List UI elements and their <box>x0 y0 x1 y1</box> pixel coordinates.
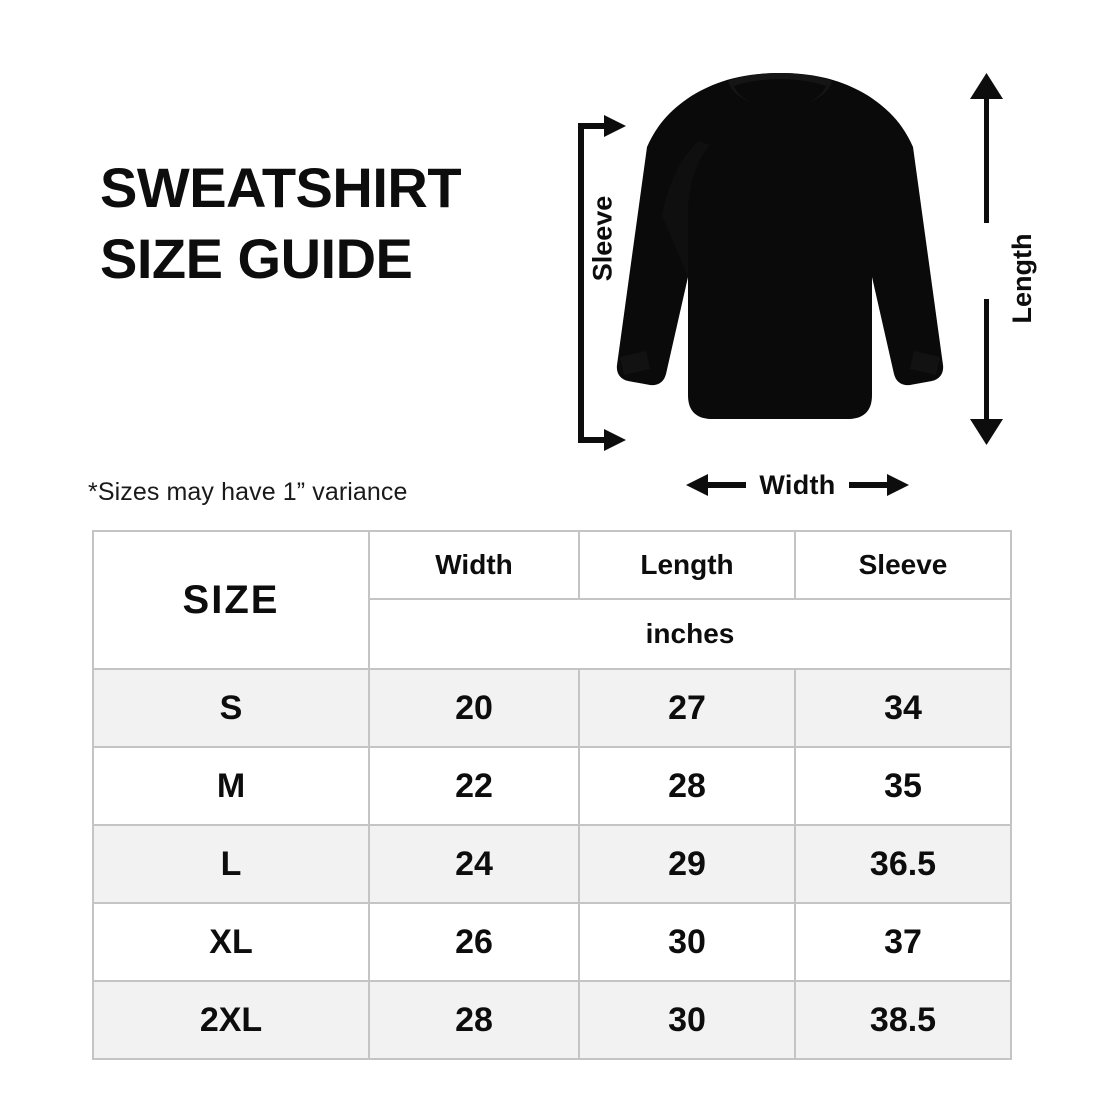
length-measurement-indicator <box>970 73 1003 445</box>
cell-sleeve: 34 <box>794 668 1012 748</box>
page-title: SWEATSHIRT SIZE GUIDE <box>100 152 570 294</box>
cell-width: 26 <box>368 902 580 982</box>
width-measurement-label: Width <box>759 469 836 500</box>
table-unit-row: inches <box>93 598 1012 670</box>
cell-length: 30 <box>578 980 796 1060</box>
size-chart-table: SIZE Width Length Sleeve inches S 20 27 … <box>92 530 1012 1060</box>
cell-size: S <box>92 668 370 748</box>
table-row: L 24 29 36.5 <box>92 824 1012 904</box>
cell-width: 22 <box>368 746 580 826</box>
cell-size: M <box>92 746 370 826</box>
header-unit: inches <box>368 598 1012 670</box>
sleeve-measurement-label: Sleeve <box>587 195 618 282</box>
cell-size: XL <box>92 902 370 982</box>
cell-size: L <box>92 824 370 904</box>
cell-sleeve: 35 <box>794 746 1012 826</box>
variance-note: *Sizes may have 1” variance <box>88 478 408 506</box>
arrow-right-icon <box>848 474 909 496</box>
table-row: 2XL 28 30 38.5 <box>92 980 1012 1060</box>
cell-sleeve: 38.5 <box>794 980 1012 1060</box>
cell-length: 28 <box>578 746 796 826</box>
table-row: M 22 28 35 <box>92 746 1012 826</box>
width-measurement-indicator: Width <box>655 460 940 510</box>
cell-length: 29 <box>578 824 796 904</box>
arrow-left-icon <box>686 474 747 496</box>
header-size: SIZE <box>92 530 370 670</box>
table-row: S 20 27 34 <box>92 668 1012 748</box>
table-row: XL 26 30 37 <box>92 902 1012 982</box>
sleeve-measurement-indicator <box>578 115 626 451</box>
cell-width: 20 <box>368 668 580 748</box>
cell-size: 2XL <box>92 980 370 1060</box>
header-sleeve: Sleeve <box>794 530 1012 600</box>
page-title-line-2: SIZE GUIDE <box>100 227 413 291</box>
garment-illustration: Sleeve Length Width <box>560 55 1060 510</box>
page-title-line-1: SWEATSHIRT <box>100 156 462 219</box>
header-length: Length <box>578 530 796 600</box>
cell-sleeve: 36.5 <box>794 824 1012 904</box>
header-width: Width <box>368 530 580 600</box>
sweatshirt-icon <box>616 73 944 419</box>
table-header-row: SIZE Width Length Sleeve <box>92 530 1012 670</box>
cell-length: 27 <box>578 668 796 748</box>
cell-sleeve: 37 <box>794 902 1012 982</box>
cell-width: 24 <box>368 824 580 904</box>
length-measurement-label: Length <box>1007 233 1037 324</box>
cell-length: 30 <box>578 902 796 982</box>
cell-width: 28 <box>368 980 580 1060</box>
